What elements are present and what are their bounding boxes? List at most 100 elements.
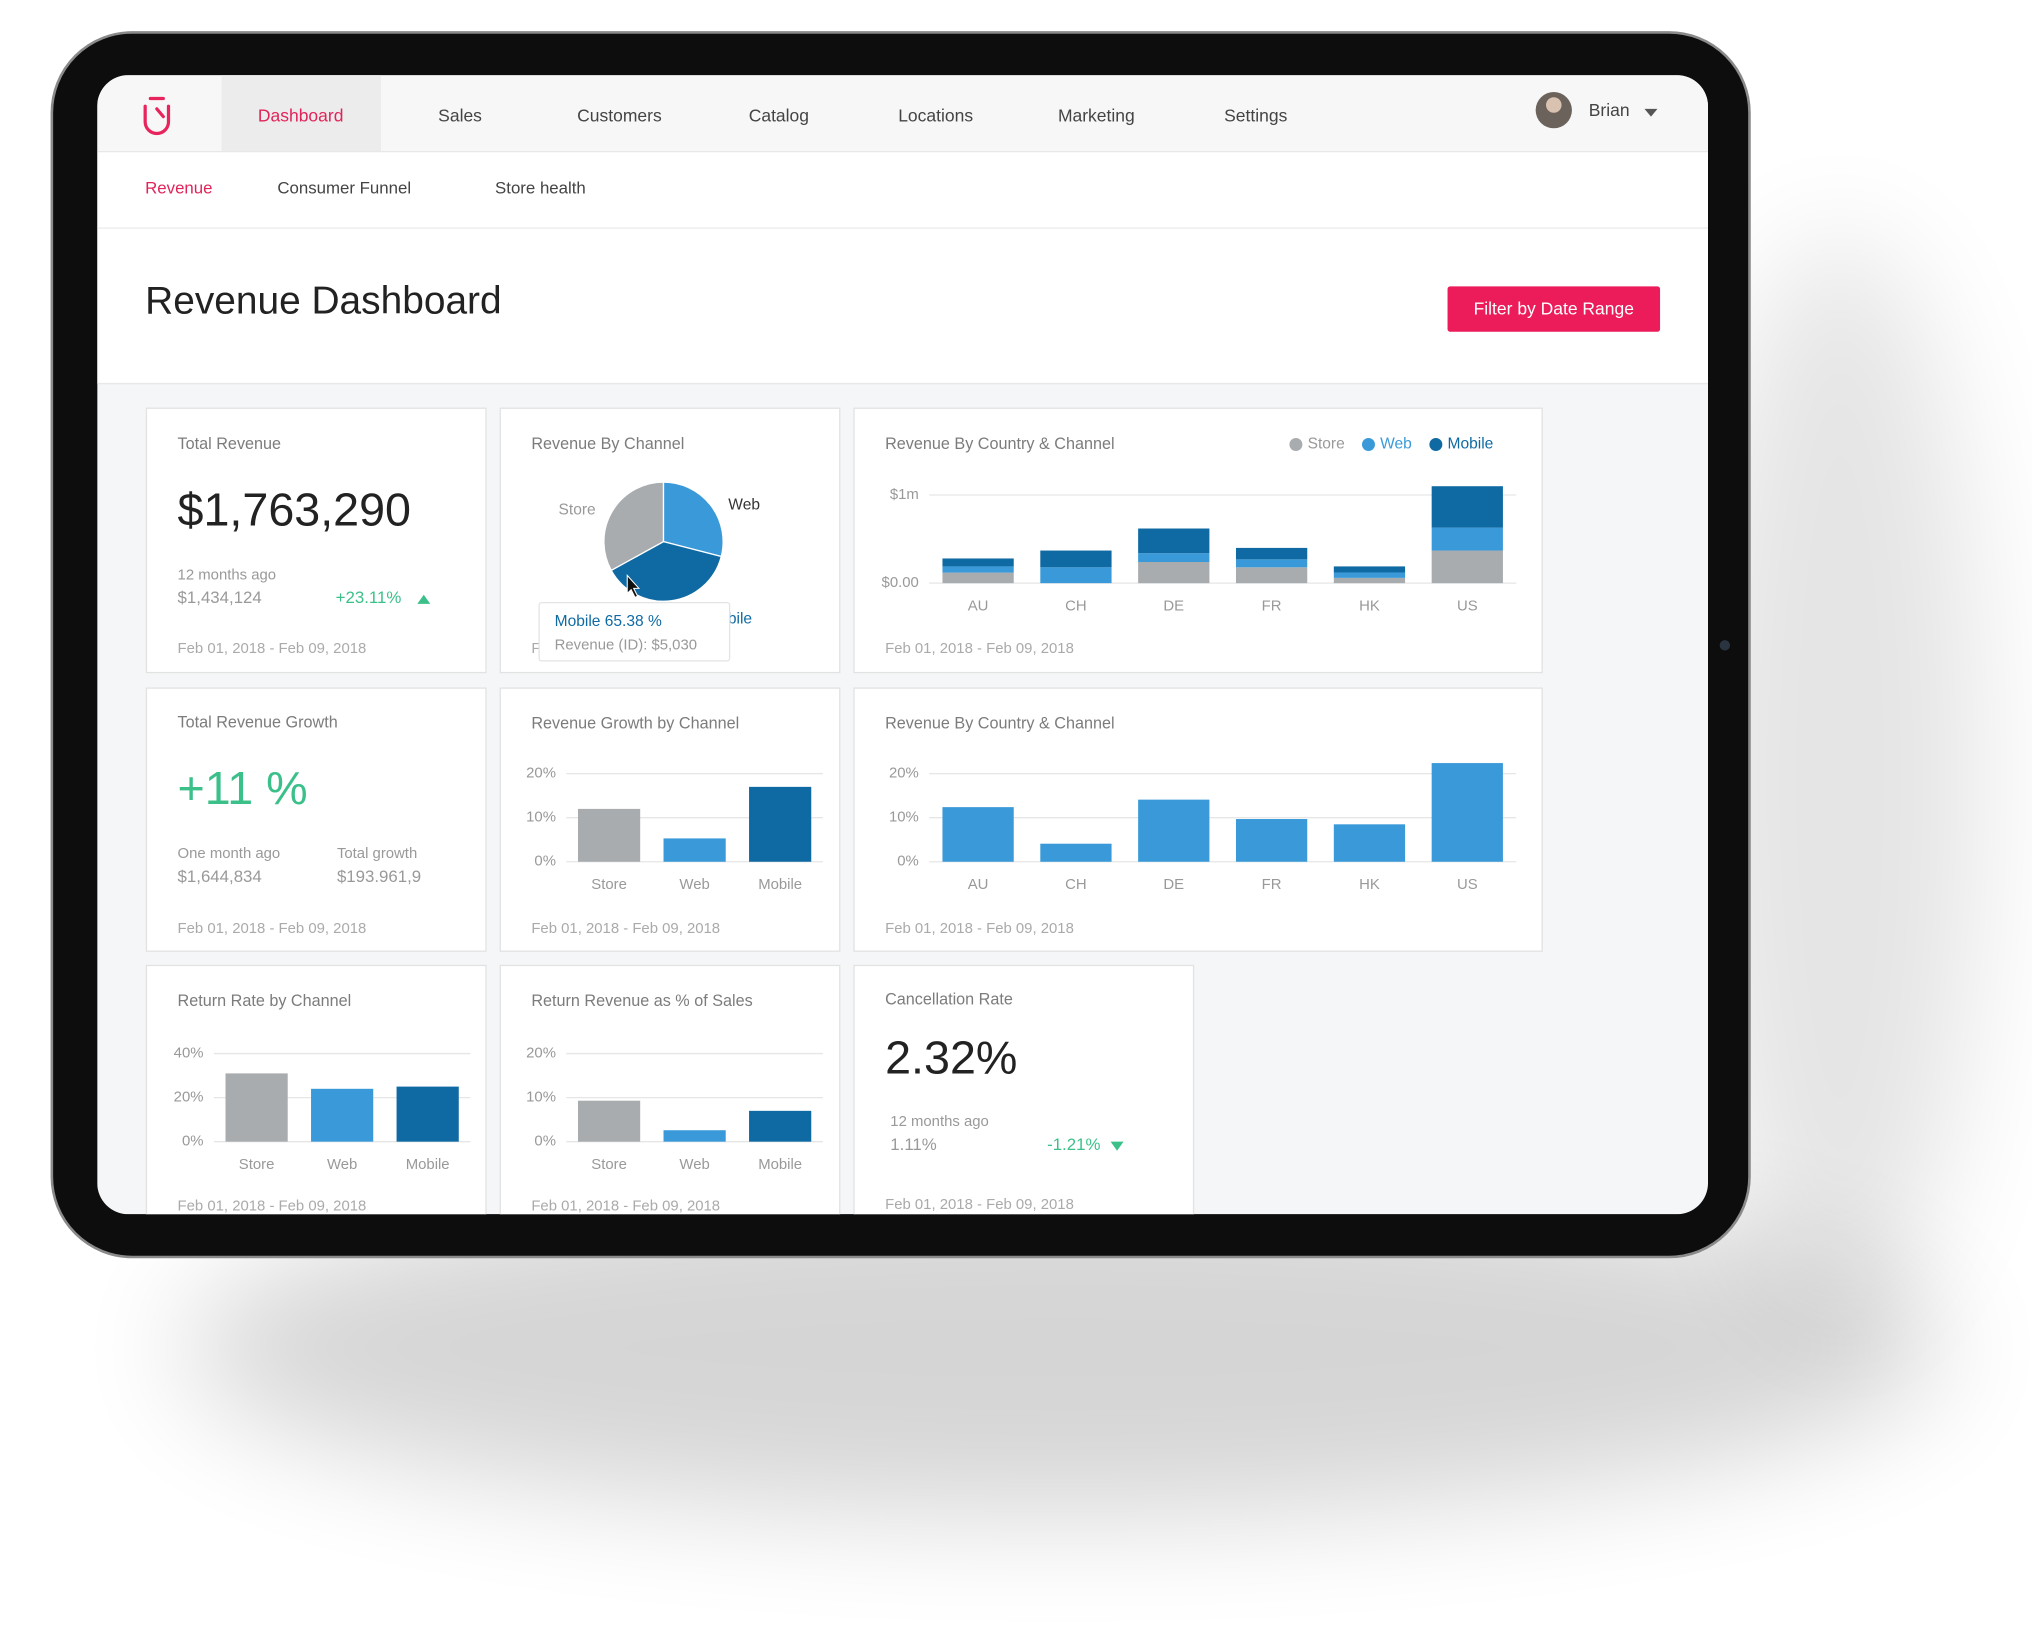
x-tick-label: Store <box>591 877 627 893</box>
card-title: Cancellation Rate <box>885 991 1013 1009</box>
bar <box>1138 799 1210 862</box>
date-range: Feb 01, 2018 - Feb 09, 2018 <box>885 1197 1074 1213</box>
bar <box>1431 763 1503 862</box>
kpi-value: 2.32% <box>885 1032 1017 1084</box>
x-tick-label: CH <box>1065 877 1087 893</box>
card-title: Total Revenue <box>178 435 281 453</box>
kpi-change: +23.11% <box>336 588 402 607</box>
bar-segment <box>1235 547 1308 560</box>
stat-label: Total growth <box>337 846 417 862</box>
bar <box>577 808 641 862</box>
x-tick-label: US <box>1457 598 1478 614</box>
bar-segment <box>1431 550 1503 584</box>
bar <box>663 838 726 862</box>
bar-segment <box>1040 550 1112 568</box>
bar <box>1040 843 1112 862</box>
user-name[interactable]: Brian <box>1589 100 1630 120</box>
x-tick-label: FR <box>1262 598 1282 614</box>
card-title: Revenue By Country & Channel <box>885 715 1114 733</box>
card-title: Total Revenue Growth <box>178 713 338 731</box>
x-tick-label: HK <box>1359 877 1380 893</box>
shadow <box>1697 233 1983 1322</box>
slice-label: Web <box>728 497 760 514</box>
x-tick-label: FR <box>1262 877 1282 893</box>
bar-segment <box>1235 559 1308 568</box>
filter-button[interactable] <box>1447 286 1661 332</box>
x-tick-label: AU <box>968 877 989 893</box>
bar <box>663 1130 726 1142</box>
logo[interactable] <box>143 96 171 136</box>
card <box>145 407 487 674</box>
nav-item[interactable]: Dashboard <box>258 105 344 125</box>
bar <box>1235 819 1308 862</box>
pie-slice <box>662 481 724 558</box>
x-tick-label: HK <box>1359 598 1380 614</box>
dropdown-caret[interactable] <box>1644 108 1658 117</box>
avatar-face <box>1546 97 1562 113</box>
x-tick-label: Mobile <box>406 1157 450 1173</box>
y-tick-label: $1m <box>890 487 919 503</box>
y-tick-label: 20% <box>174 1090 204 1106</box>
y-tick-label: 20% <box>889 766 919 782</box>
nav-item[interactable]: Sales <box>438 105 482 125</box>
bar <box>942 807 1014 862</box>
y-tick-label: 0% <box>534 1134 556 1150</box>
card-title: Revenue Growth by Channel <box>531 715 739 733</box>
date-range: Feb 01, 2018 - Feb 09, 2018 <box>178 1198 367 1214</box>
bar-segment <box>942 558 1014 567</box>
date-range: Feb 01, 2018 - Feb 09, 2018 <box>531 1198 720 1214</box>
bar <box>749 786 812 862</box>
bar-segment <box>942 572 1014 584</box>
legend-swatch <box>1429 438 1443 451</box>
x-tick-label: Web <box>679 877 709 893</box>
bar-segment <box>1431 486 1503 528</box>
tooltip <box>538 601 731 662</box>
bar-segment <box>1138 528 1210 554</box>
x-tick-label: Store <box>591 1157 627 1173</box>
card <box>145 687 487 952</box>
x-tick-label: Web <box>327 1157 357 1173</box>
legend-label: Mobile <box>1448 436 1494 453</box>
date-range: Feb 01, 2018 - Feb 09, 2018 <box>885 641 1074 657</box>
stat-value: $1,434,124 <box>178 588 262 607</box>
nav-item[interactable]: Marketing <box>1058 105 1135 125</box>
stat-value: 1.11% <box>890 1135 937 1154</box>
subnav-item[interactable]: Revenue <box>145 179 212 198</box>
x-tick-label: AU <box>968 598 989 614</box>
stat-label: 12 months ago <box>890 1114 989 1130</box>
pie-slice <box>603 481 665 572</box>
bar-segment <box>1333 577 1406 584</box>
nav-item[interactable]: Catalog <box>749 105 809 125</box>
y-tick-label: $0.00 <box>882 575 919 591</box>
trend-down <box>1110 1141 1124 1151</box>
nav-item[interactable]: Settings <box>1224 105 1287 125</box>
subnav-item[interactable]: Store health <box>495 179 586 198</box>
x-tick-label: CH <box>1065 598 1087 614</box>
stat-label: One month ago <box>178 846 281 862</box>
card-title: Revenue By Channel <box>531 435 684 453</box>
filter-button-label[interactable]: Filter by Date Range <box>1474 298 1634 318</box>
bar-segment <box>942 566 1014 573</box>
nav-item[interactable]: Customers <box>577 105 662 125</box>
date-range: Feb 01, 2018 - Feb 09, 2018 <box>178 641 367 657</box>
date-range: Feb 01, 2018 - Feb 09, 2018 <box>178 921 367 937</box>
y-tick-label: 10% <box>526 810 556 826</box>
nav-active-tab <box>221 75 382 152</box>
subnav-item[interactable]: Consumer Funnel <box>277 179 411 198</box>
cursor <box>626 574 641 599</box>
bar <box>577 1100 641 1142</box>
pie-slice <box>610 540 723 602</box>
bar <box>225 1073 288 1142</box>
kpi-value: $1,763,290 <box>178 483 411 535</box>
screen: Dashboard Sales Customers Catalog Locati… <box>97 75 1709 1215</box>
legend-swatch <box>1362 438 1375 451</box>
date-range: Feb 01, 2018 - Feb 09, 2018 <box>531 921 720 937</box>
x-tick-label: Store <box>239 1157 275 1173</box>
card <box>853 964 1195 1215</box>
y-tick-label: 10% <box>889 810 919 826</box>
camera <box>1719 640 1731 651</box>
bar-segment <box>1235 567 1308 584</box>
nav-item[interactable]: Locations <box>898 105 973 125</box>
legend-label: Web <box>1380 436 1412 453</box>
y-tick-label: 0% <box>534 854 556 870</box>
